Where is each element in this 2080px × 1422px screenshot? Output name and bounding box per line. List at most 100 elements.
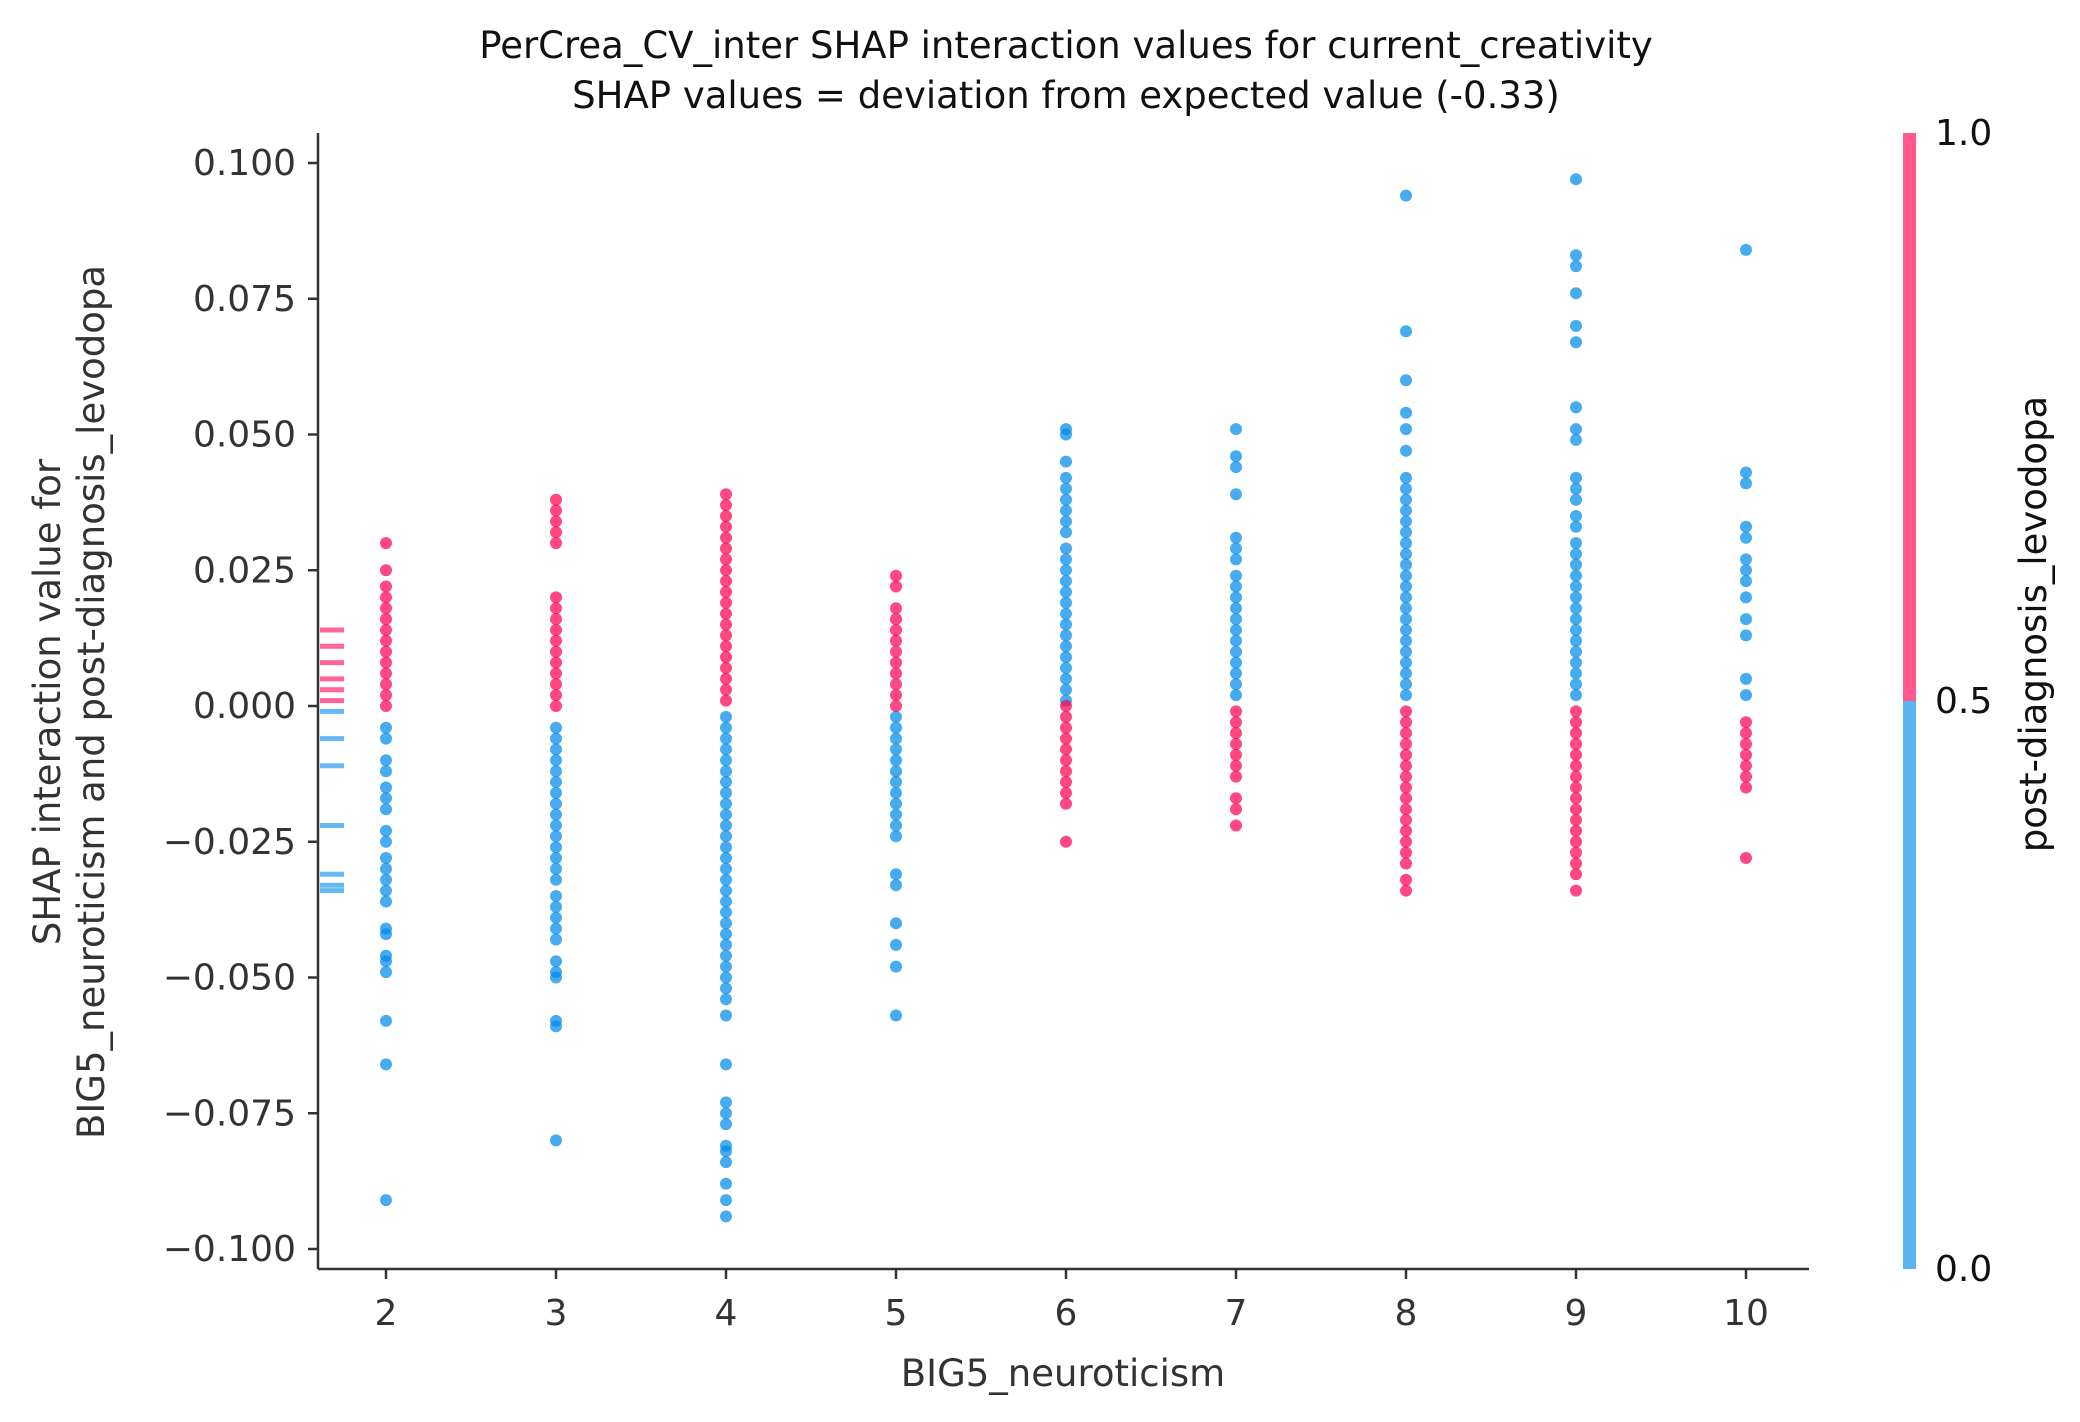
scatter-point — [890, 819, 902, 832]
scatter-point — [720, 797, 732, 810]
scatter-point — [1060, 586, 1072, 598]
y-axis-label-line1: SHAP interaction value for — [26, 458, 69, 945]
y-tick-label: 0.025 — [193, 550, 296, 591]
scatter-point — [1740, 575, 1752, 588]
scatter-point — [720, 683, 732, 696]
scatter-point — [1400, 803, 1412, 816]
scatter-point — [1570, 336, 1582, 349]
scatter-point — [1060, 564, 1072, 577]
scatter-point — [1230, 678, 1242, 691]
scatter-point — [550, 624, 562, 636]
scatter-point — [380, 656, 392, 669]
scatter-point — [720, 993, 732, 1006]
scatter-point — [1060, 515, 1072, 528]
scatter-point — [720, 1177, 732, 1190]
scatter-point — [1740, 243, 1752, 256]
scatter-point — [1740, 738, 1752, 750]
scatter-point — [720, 1118, 732, 1131]
colorbar — [1903, 133, 1916, 1269]
scatter-point — [1400, 656, 1412, 669]
scatter-point — [380, 835, 392, 848]
colorbar-ticks: 1.0 0.5 0.0 — [1935, 113, 1992, 1290]
scatter-point — [380, 591, 392, 604]
scatter-point — [1740, 689, 1752, 702]
scatter-point — [380, 678, 392, 691]
scatter-point — [550, 1134, 562, 1147]
scatter-point — [550, 852, 562, 864]
scatter-point — [1060, 672, 1072, 685]
scatter-point — [890, 721, 902, 734]
scatter-point — [720, 1145, 732, 1158]
scatter-point — [720, 1107, 732, 1120]
scatter-point — [550, 900, 562, 913]
scatter-point — [380, 634, 392, 647]
scatter-point — [1230, 542, 1242, 555]
scatter-point — [1230, 613, 1242, 626]
scatter-point — [1570, 759, 1582, 772]
scatter-point — [550, 743, 562, 756]
x-ticks: 2 3 4 5 6 7 8 9 10 — [375, 1269, 1769, 1334]
scatter-point — [1570, 803, 1582, 816]
scatter-point — [1570, 689, 1582, 702]
scatter-point — [720, 1009, 732, 1022]
scatter-point — [550, 667, 562, 680]
scatter-point — [890, 1009, 902, 1022]
scatter-point — [1740, 564, 1752, 577]
scatter-point — [1060, 651, 1072, 664]
scatter-point — [1060, 835, 1072, 848]
scatter-point — [720, 586, 732, 598]
scatter-point — [1740, 466, 1752, 479]
scatter-point — [720, 640, 732, 653]
scatter-point — [380, 765, 392, 778]
scatter-point — [380, 1014, 392, 1027]
scatter-point — [1570, 569, 1582, 582]
scatter-point — [1400, 325, 1412, 338]
scatter-point — [1060, 754, 1072, 767]
scatter-point — [1400, 824, 1412, 837]
scatter-point — [380, 803, 392, 816]
scatter-point — [1400, 727, 1412, 740]
scatter-point — [720, 1058, 732, 1071]
scatter-point — [890, 634, 902, 647]
scatter-point — [1230, 759, 1242, 772]
scatter-point — [720, 786, 732, 799]
scatter-point — [1570, 493, 1582, 506]
y-tick-label: 0.075 — [193, 279, 296, 320]
scatter-point — [1060, 776, 1072, 788]
scatter-point — [550, 765, 562, 778]
scatter-point — [1060, 700, 1072, 712]
scatter-point — [1060, 640, 1072, 653]
scatter-point — [1230, 705, 1242, 718]
scatter-point — [380, 966, 392, 979]
scatter-points — [380, 173, 1752, 1223]
y-tick-label: −0.100 — [163, 1229, 296, 1270]
y-tick-label: −0.025 — [163, 822, 296, 863]
scatter-point — [1570, 433, 1582, 446]
scatter-point — [1400, 504, 1412, 517]
scatter-point — [550, 732, 562, 745]
scatter-point — [550, 515, 562, 528]
scatter-point — [720, 884, 732, 897]
scatter-point — [1060, 710, 1072, 723]
scatter-point — [890, 580, 902, 593]
scatter-point — [550, 776, 562, 788]
scatter-point — [1570, 645, 1582, 658]
scatter-point — [380, 862, 392, 875]
scatter-point — [1740, 477, 1752, 490]
scatter-point — [1400, 580, 1412, 593]
scatter-point — [550, 922, 562, 935]
scatter-point — [1400, 705, 1412, 718]
scatter-point — [890, 743, 902, 756]
scatter-point — [1570, 602, 1582, 615]
scatter-point — [1230, 770, 1242, 783]
scatter-point — [890, 765, 902, 778]
scatter-point — [720, 710, 732, 723]
scatter-point — [550, 493, 562, 506]
scatter-point — [1400, 645, 1412, 658]
scatter-point — [1570, 249, 1582, 262]
scatter-point — [720, 928, 732, 941]
scatter-point — [1230, 634, 1242, 647]
scatter-point — [380, 721, 392, 734]
x-tick-label: 2 — [375, 1293, 398, 1334]
